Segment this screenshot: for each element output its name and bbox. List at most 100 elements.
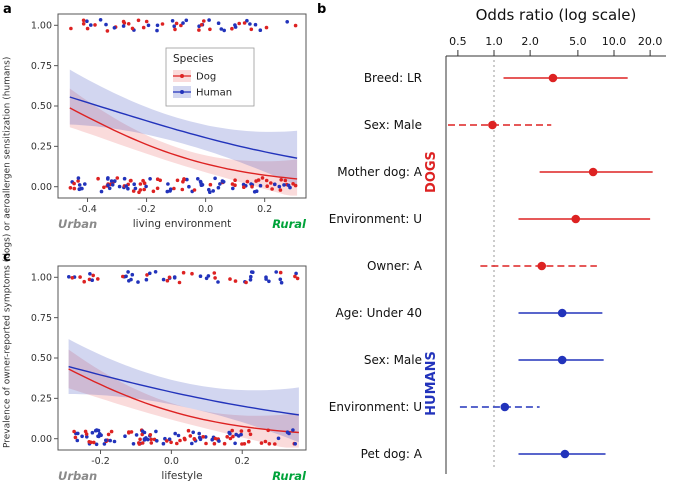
y-tick-label: 0.00	[31, 434, 52, 445]
y-tick-label: 0.50	[31, 353, 52, 364]
outcome-0-point	[168, 187, 173, 191]
outcome-0-point	[233, 178, 237, 182]
or-tick-label: 10.0	[602, 35, 627, 48]
outcome-1-point	[249, 274, 253, 279]
outcome-0-point	[83, 182, 87, 186]
outcome-0-point	[102, 442, 107, 446]
outcome-0-point	[107, 186, 112, 191]
outcome-1-point	[155, 28, 159, 33]
outcome-1-point	[237, 21, 241, 26]
outcome-1-point	[198, 274, 203, 278]
outcome-1-point	[174, 21, 179, 26]
outcome-0-point	[208, 182, 213, 187]
legend-key-point	[180, 74, 184, 78]
outcome-1-point	[294, 271, 298, 276]
outcome-0-point	[122, 176, 127, 181]
outcome-0-point	[154, 429, 158, 434]
outcome-1-point	[264, 277, 268, 281]
outcome-0-point	[76, 179, 80, 183]
outcome-1-point	[78, 275, 82, 279]
outcome-0-point	[99, 189, 104, 194]
outcome-1-point	[136, 18, 141, 23]
outcome-1-point	[285, 20, 290, 24]
outcome-0-point	[173, 431, 177, 436]
dog-fit-line	[68, 368, 299, 434]
outcome-0-point	[267, 442, 272, 446]
outcome-1-point	[253, 22, 258, 27]
outcome-0-point	[186, 428, 191, 433]
y-tick-label: 0.75	[31, 313, 52, 324]
outcome-1-point	[295, 276, 300, 281]
dog-confidence-ribbon	[68, 349, 299, 448]
outcome-0-point	[72, 429, 76, 434]
x-tick-label: -0.2	[137, 204, 156, 215]
outcome-0-point	[228, 431, 232, 436]
outcome-1-point	[213, 276, 217, 280]
dog-confidence-ribbon	[69, 88, 298, 196]
group-label-humans: HUMANS	[424, 351, 439, 416]
group-label-dogs: DOGS	[424, 151, 439, 193]
outcome-1-point	[249, 270, 254, 274]
or-point	[560, 449, 570, 459]
outcome-1-point	[130, 26, 135, 31]
outcome-0-point	[117, 184, 122, 189]
outcome-1-point	[88, 272, 92, 276]
outcome-0-point	[80, 434, 84, 439]
outcome-0-point	[137, 442, 142, 446]
outcome-0-point	[172, 186, 176, 191]
panel-c-label: c	[3, 250, 11, 265]
outcome-0-point	[110, 183, 115, 187]
outcome-1-point	[98, 18, 103, 22]
outcome-0-point	[176, 433, 181, 438]
outcome-0-point	[273, 182, 277, 187]
outcome-1-point	[136, 280, 140, 284]
outcome-0-point	[273, 442, 277, 446]
outcome-1-point	[89, 23, 93, 27]
outcome-1-point	[233, 279, 238, 283]
legend-title: Species	[173, 53, 213, 65]
outcome-0-point	[287, 431, 291, 436]
outcome-1-point	[216, 21, 221, 26]
outcome-0-point	[291, 182, 295, 186]
outcome-0-point	[148, 433, 153, 437]
outcome-1-point	[87, 277, 92, 282]
outcome-1-point	[172, 275, 177, 279]
outcome-1-point	[230, 26, 234, 31]
outcome-0-point	[221, 180, 226, 184]
outcome-0-point	[113, 179, 117, 183]
outcome-0-point	[142, 430, 147, 435]
outcome-0-point	[149, 437, 153, 442]
outcome-1-point	[104, 22, 108, 27]
outcome-0-point	[132, 182, 136, 186]
outcome-1-point	[91, 273, 95, 278]
outcome-1-point	[212, 271, 217, 275]
outcome-0-point	[133, 186, 138, 191]
outcome-1-point	[177, 280, 182, 285]
outcome-0-point	[197, 431, 201, 436]
outcome-1-point	[85, 26, 90, 31]
outcome-1-point	[69, 26, 73, 31]
outcome-0-point	[104, 438, 108, 443]
outcome-0-point	[84, 432, 89, 436]
outcome-0-point	[137, 190, 141, 195]
row-label: Environment: U	[329, 212, 422, 226]
outcome-0-point	[138, 182, 143, 186]
outcome-0-point	[242, 185, 246, 189]
outcome-0-point	[204, 441, 208, 446]
row-label: Sex: Male	[364, 353, 422, 367]
outcome-0-point	[199, 182, 204, 186]
outcome-0-point	[109, 179, 114, 183]
outcome-0-point	[187, 184, 191, 189]
row-label: Sex: Male	[364, 118, 422, 132]
outcome-0-point	[276, 436, 281, 441]
outcome-1-point	[208, 27, 212, 32]
x-tick-label: 0.2	[235, 456, 250, 467]
outcome-0-point	[142, 187, 146, 192]
outcome-1-point	[274, 270, 279, 274]
outcome-1-point	[222, 28, 226, 33]
outcome-0-point	[148, 177, 152, 181]
outcome-0-point	[248, 432, 253, 437]
forest-title: Odds ratio (log scale)	[476, 6, 637, 24]
outcome-0-point	[127, 431, 131, 435]
outcome-1-point	[293, 274, 297, 279]
